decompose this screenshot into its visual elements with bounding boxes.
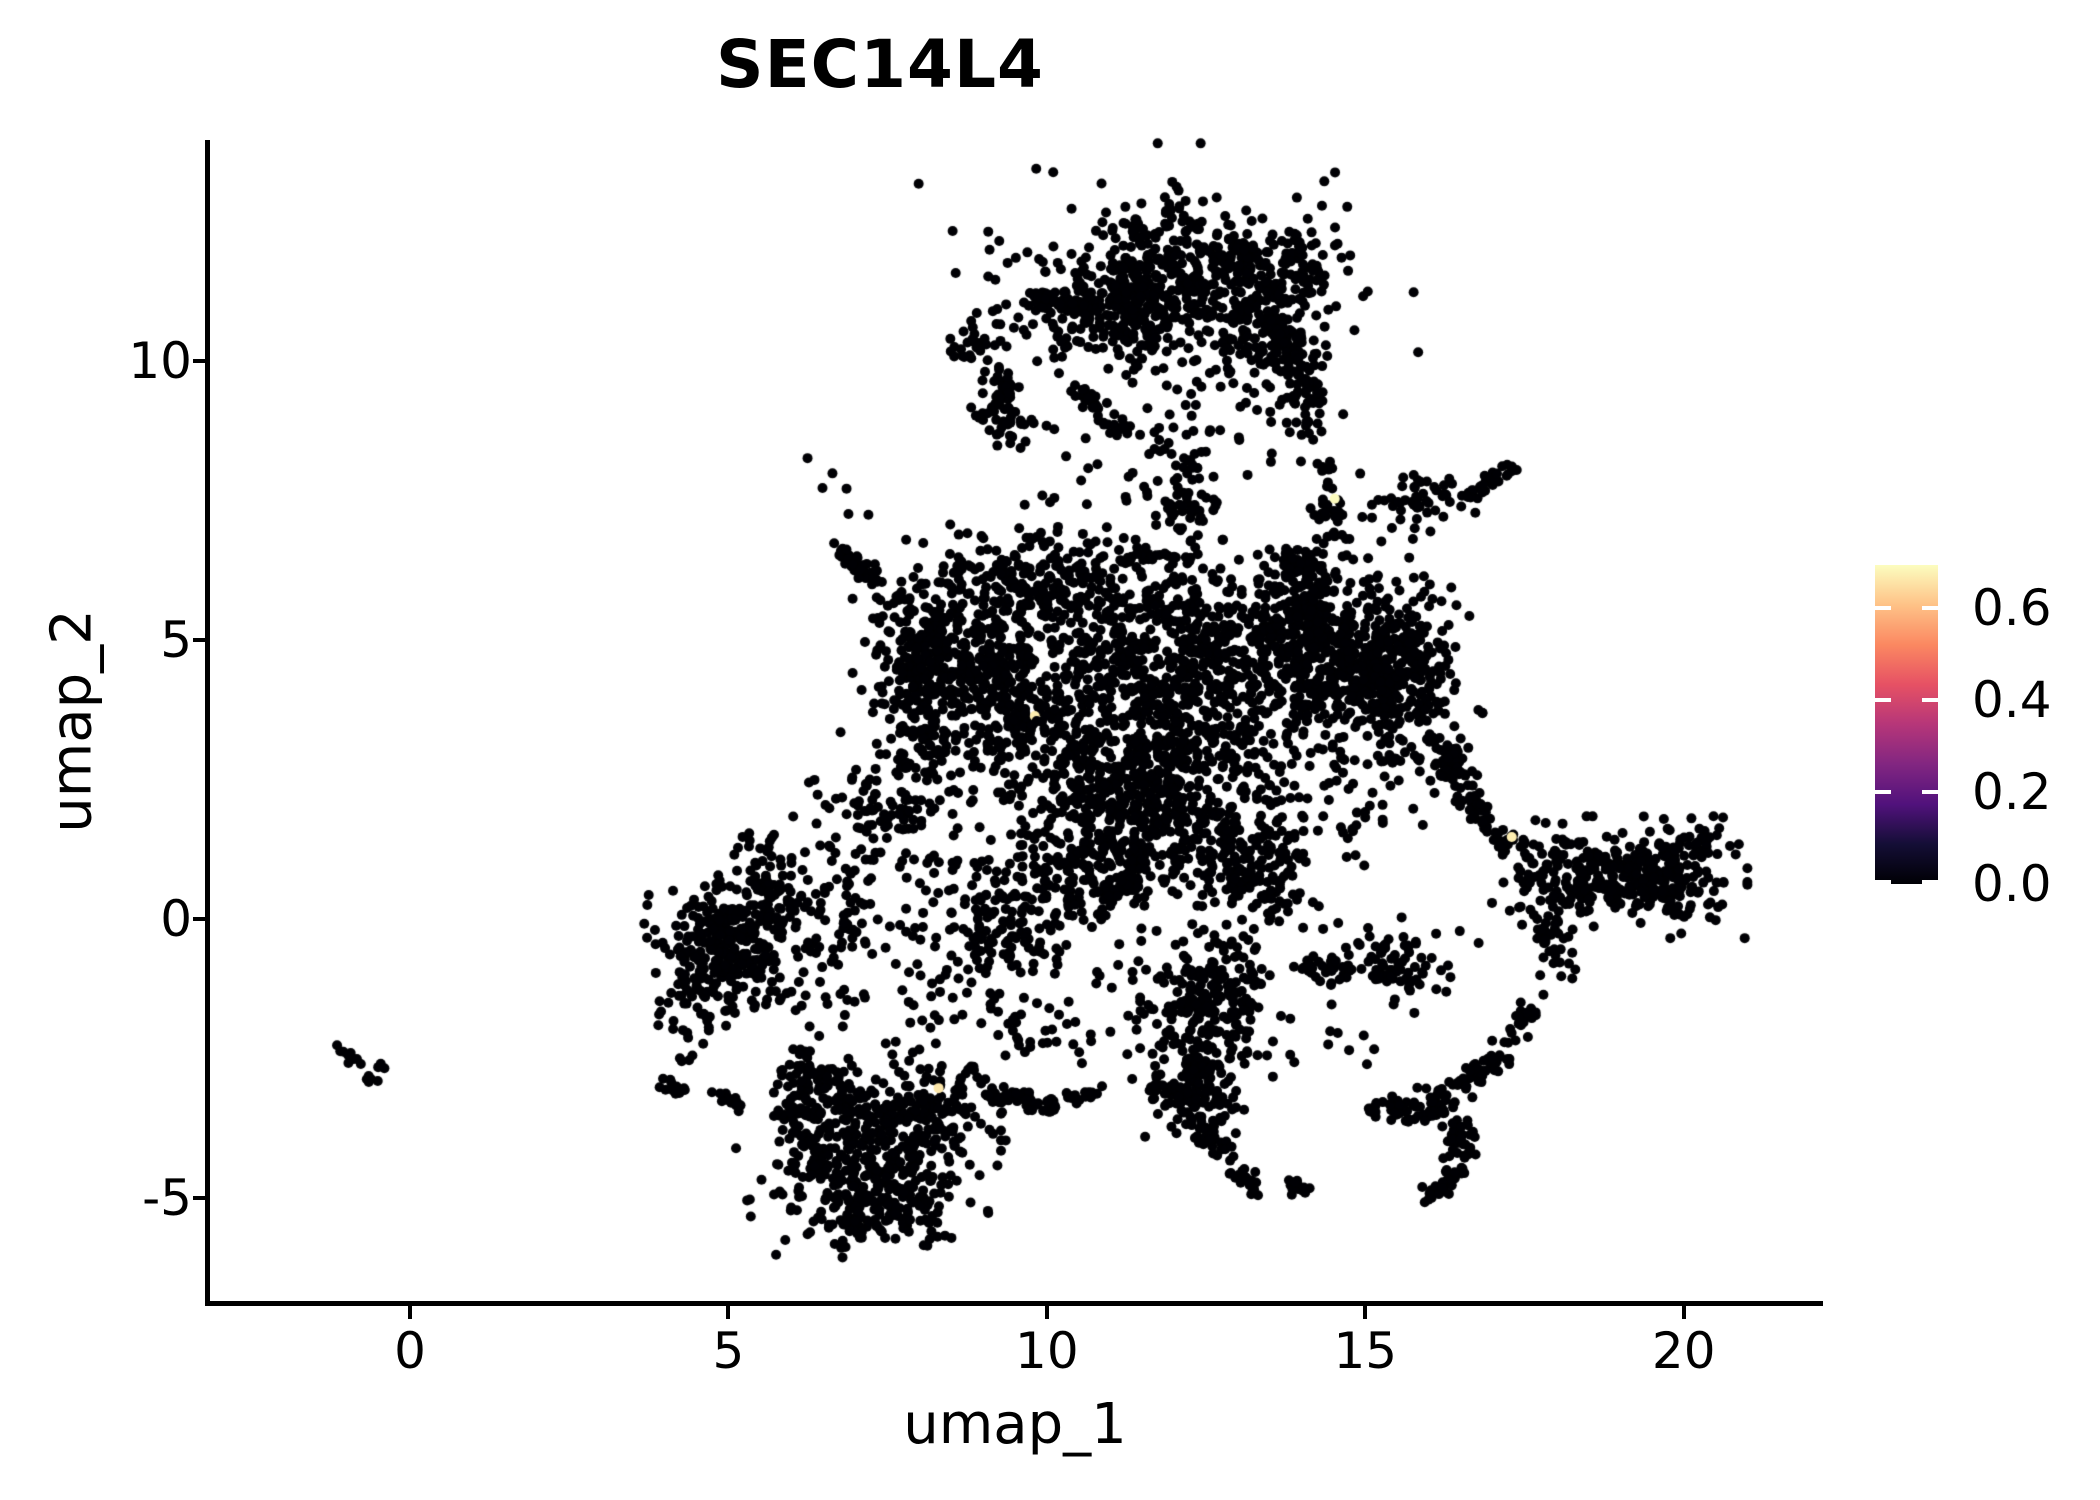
y-axis-title: umap_2: [39, 609, 105, 833]
x-tick-label: 0: [394, 1322, 426, 1380]
x-tick-mark: [1363, 1306, 1368, 1319]
x-tick-label: 5: [712, 1322, 745, 1380]
colorbar-tick-left: [1875, 880, 1891, 884]
x-tick-label: 15: [1333, 1322, 1398, 1380]
plot-title: SEC14L4: [716, 26, 1044, 103]
colorbar-tick-right: [1922, 789, 1938, 794]
x-axis-line: [205, 1301, 1823, 1306]
colorbar-tick-label: 0.6: [1972, 578, 2052, 637]
colorbar-gradient: [1875, 565, 1938, 884]
y-tick-label: 10: [128, 331, 192, 390]
y-tick-mark: [193, 638, 206, 643]
y-tick-label: 5: [160, 611, 192, 670]
y-tick-label: -5: [142, 1169, 192, 1228]
y-tick-label: 0: [160, 890, 192, 949]
colorbar-tick-right: [1922, 697, 1938, 702]
x-tick-mark: [726, 1306, 731, 1319]
x-tick-label: 20: [1651, 1322, 1716, 1380]
x-tick-mark: [1044, 1306, 1049, 1319]
y-tick-mark: [193, 917, 206, 922]
colorbar-tick-left: [1875, 789, 1891, 794]
y-tick-mark: [193, 1196, 206, 1201]
colorbar-tick-label: 0.2: [1972, 762, 2052, 821]
x-tick-mark: [1681, 1306, 1686, 1319]
colorbar-tick-label: 0.4: [1972, 670, 2052, 729]
colorbar-tick-left: [1875, 697, 1891, 702]
colorbar-tick-right: [1922, 880, 1938, 884]
x-tick-mark: [407, 1306, 412, 1319]
y-axis-line: [205, 140, 210, 1306]
colorbar-tick-left: [1875, 605, 1891, 610]
colorbar-tick-label: 0.0: [1972, 855, 2052, 913]
y-tick-mark: [193, 358, 206, 363]
colorbar-tick-right: [1922, 605, 1938, 610]
x-tick-label: 10: [1015, 1322, 1079, 1380]
x-axis-title: umap_1: [903, 1392, 1127, 1457]
